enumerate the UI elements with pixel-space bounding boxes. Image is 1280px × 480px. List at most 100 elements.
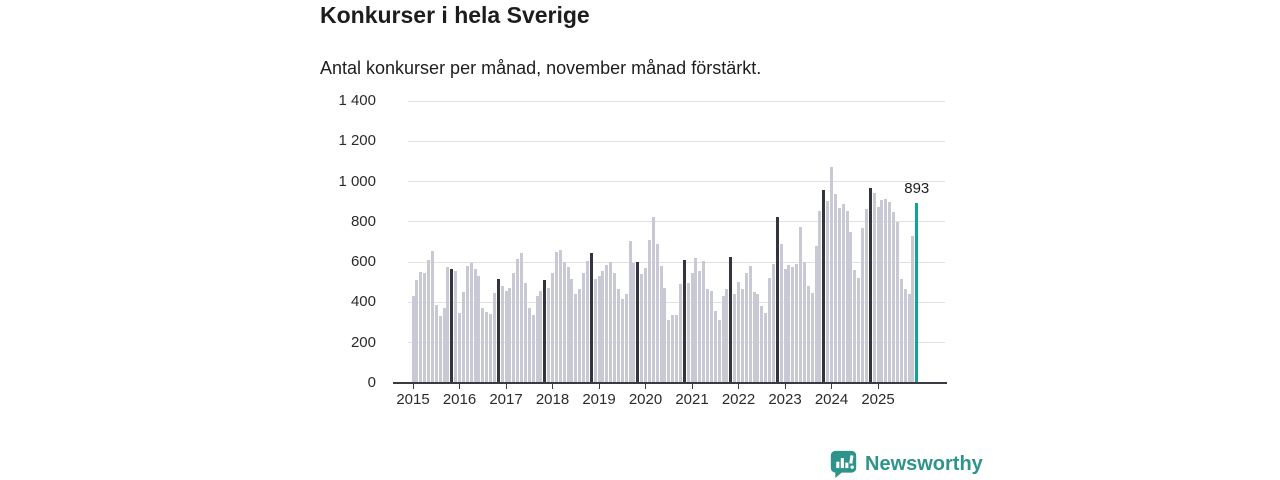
month-bar (504, 291, 508, 383)
month-bar (864, 208, 868, 383)
x-axis-year-label: 2019 (582, 391, 616, 408)
month-bar (833, 193, 837, 383)
month-bar (554, 252, 558, 383)
month-bar (570, 279, 574, 383)
month-bar (752, 292, 756, 383)
month-bar (760, 306, 764, 383)
y-gridline (408, 140, 945, 142)
month-bar (775, 216, 779, 383)
y-gridline (408, 301, 945, 303)
x-axis-tick (877, 384, 879, 389)
month-bar (876, 206, 880, 383)
month-bar (651, 216, 655, 383)
month-bar (826, 200, 830, 383)
month-bar (706, 289, 709, 383)
month-bar (892, 211, 895, 383)
month-bar (450, 269, 454, 383)
month-bar (411, 296, 415, 383)
month-bar (694, 258, 698, 383)
month-bar (861, 227, 864, 383)
month-bar (853, 270, 857, 383)
month-bar (469, 263, 473, 383)
month-bar (802, 262, 806, 383)
y-axis-label: 1 200 (338, 132, 376, 150)
month-bar (516, 259, 520, 383)
x-axis-tick (738, 384, 739, 389)
month-bar (787, 265, 791, 383)
month-bar (605, 265, 609, 383)
month-bar (857, 278, 861, 383)
x-axis-tick (598, 384, 600, 389)
month-bar (659, 266, 663, 383)
month-bar (868, 187, 872, 383)
month-bar (535, 296, 539, 383)
month-bar (675, 314, 678, 383)
month-bar (872, 192, 876, 383)
month-bar (473, 269, 477, 383)
y-axis-label: 600 (350, 253, 376, 271)
month-bar (566, 267, 570, 383)
month-bar (601, 271, 605, 383)
month-bar (531, 314, 535, 383)
month-bar (558, 250, 562, 383)
y-axis-label: 1 400 (338, 92, 376, 109)
month-bar (419, 272, 423, 383)
newsworthy-logo-text: Newsworthy (865, 452, 983, 475)
month-bar (895, 221, 899, 383)
y-gridline (408, 181, 945, 183)
month-bar (733, 294, 737, 383)
x-axis-line (393, 382, 947, 384)
x-axis-tick (645, 384, 646, 389)
month-bar (644, 268, 647, 383)
month-bar (562, 262, 566, 383)
chart-title: Konkurser i hela Sverige (320, 2, 590, 28)
month-bar (620, 299, 624, 383)
x-axis-year-label: 2021 (675, 391, 709, 408)
month-bar (845, 210, 849, 383)
month-bar (492, 293, 496, 383)
y-axis-label: 400 (350, 293, 376, 311)
x-axis-year-label: 2022 (721, 391, 756, 408)
month-bar (764, 312, 768, 383)
month-bar (632, 263, 636, 383)
month-bar (667, 319, 671, 383)
bar-chart-plot: 0 200 400 600 800 1 000 1 200 1 400 893 2015 2016 2… (338, 92, 947, 408)
month-bar (438, 315, 442, 383)
month-bar (512, 273, 516, 383)
month-bar (543, 280, 547, 383)
month-bar (756, 294, 760, 383)
month-bar (423, 273, 427, 383)
month-bar (698, 271, 702, 383)
x-axis-tick (784, 384, 786, 389)
month-bar (415, 280, 419, 383)
y-gridline (408, 261, 945, 263)
month-bar (454, 271, 458, 383)
month-bar (911, 235, 915, 383)
month-bar (795, 264, 799, 383)
x-axis-tick (552, 384, 553, 389)
month-bar (636, 262, 640, 383)
x-axis-tick (691, 384, 693, 389)
x-axis-year-label: 2025 (861, 391, 895, 408)
month-bar (791, 267, 795, 383)
x-axis-year-label: 2020 (628, 391, 663, 408)
y-axis-label: 800 (350, 212, 376, 230)
month-bar (818, 210, 822, 383)
latest-value-label: 893 (904, 180, 930, 198)
month-bar (671, 314, 675, 383)
month-bar (810, 293, 814, 383)
month-bar (609, 262, 613, 383)
y-gridline (408, 221, 945, 223)
month-bar (442, 308, 446, 383)
month-bar (574, 294, 578, 383)
month-bar (613, 273, 616, 383)
month-bar (427, 260, 430, 383)
month-bar (640, 274, 644, 383)
month-bar (729, 257, 733, 383)
month-bar (624, 294, 628, 383)
month-bar (799, 226, 802, 383)
month-bar (779, 244, 783, 383)
month-bar (593, 279, 597, 383)
month-bar (647, 240, 651, 383)
